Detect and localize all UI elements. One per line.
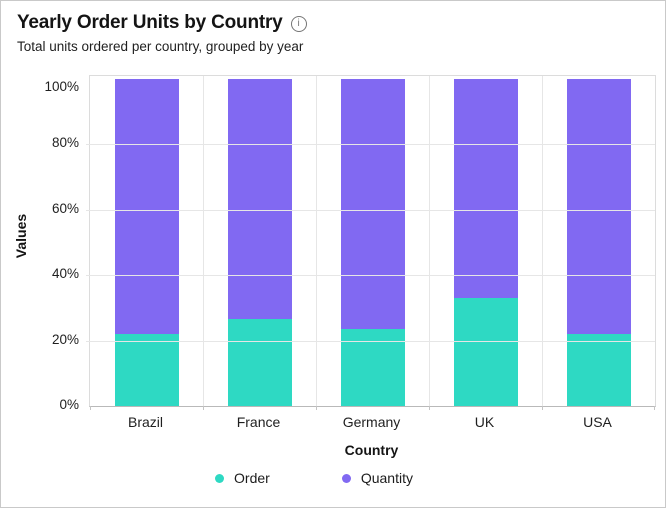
info-icon[interactable]: i (290, 15, 307, 32)
v-gridline (429, 76, 430, 406)
y-tick-label: 80% (51, 135, 79, 151)
v-gridline (316, 76, 317, 406)
stacked-bar-france (227, 79, 292, 406)
x-tick-label-usa: USA (583, 414, 612, 430)
bar-segment-quantity-france[interactable] (227, 79, 292, 320)
v-gridline (203, 76, 204, 406)
x-axis-title: Country (344, 442, 399, 458)
x-tick-label-germany: Germany (342, 414, 401, 430)
x-tick-label-uk: UK (474, 414, 495, 430)
bar-segment-quantity-uk[interactable] (453, 79, 518, 299)
x-axis-labels: Brazil France Germany UK USA (89, 413, 654, 431)
y-tick-label: 40% (51, 266, 79, 282)
x-tick-label-brazil: Brazil (127, 414, 163, 430)
v-gridline (542, 76, 543, 406)
bar-segment-order-uk[interactable] (453, 298, 518, 406)
x-tick-mark (542, 406, 543, 410)
h-gridline (86, 340, 655, 342)
stacked-bar-germany (340, 79, 405, 406)
legend-item-order[interactable]: Order (215, 469, 270, 487)
y-tick-label: 100% (44, 79, 79, 94)
y-tick-label: 20% (51, 331, 79, 347)
h-gridline (86, 209, 655, 211)
bar-segment-quantity-brazil[interactable] (114, 79, 179, 335)
bar-slot-uk (429, 76, 542, 406)
stacked-bar-usa (566, 79, 631, 406)
bar-slot-germany (316, 76, 429, 406)
legend: Order Quantity (1, 469, 646, 487)
legend-label: Order (234, 470, 270, 486)
h-gridline (86, 275, 655, 277)
bar-segment-order-france[interactable] (227, 319, 292, 406)
h-gridline (86, 144, 655, 146)
chart-header: Yearly Order Units by Country i (17, 12, 307, 34)
bar-segment-quantity-usa[interactable] (566, 79, 631, 335)
legend-dot-quantity (341, 473, 351, 483)
y-tick-label: 60% (51, 200, 79, 216)
chart-title: Yearly Order Units by Country (17, 12, 283, 33)
bar-segment-order-brazil[interactable] (114, 334, 179, 406)
x-tick-mark (429, 406, 430, 410)
bar-slot-brazil (90, 76, 203, 406)
stacked-bar-brazil (114, 79, 179, 406)
chart-subtitle: Total units ordered per country, grouped… (17, 39, 304, 54)
x-tick-label-france: France (236, 414, 281, 430)
stacked-bar-uk (453, 79, 518, 406)
bar-segment-quantity-germany[interactable] (340, 79, 405, 330)
x-tick-mark (90, 406, 91, 410)
y-tick-label: 0% (59, 397, 79, 412)
plot-area (86, 75, 656, 410)
x-tick-mark (203, 406, 204, 410)
bar-segment-order-germany[interactable] (340, 329, 405, 406)
x-tick-mark (654, 406, 655, 410)
y-axis-title: Values (13, 213, 29, 259)
bar-slot-france (203, 76, 316, 406)
legend-dot-order (215, 473, 225, 483)
x-tick-mark (316, 406, 317, 410)
legend-label: Quantity (360, 470, 413, 486)
bar-slot-usa (542, 76, 655, 406)
legend-item-quantity[interactable]: Quantity (341, 469, 413, 487)
bar-segment-order-usa[interactable] (566, 334, 631, 406)
bars-container (90, 76, 655, 406)
